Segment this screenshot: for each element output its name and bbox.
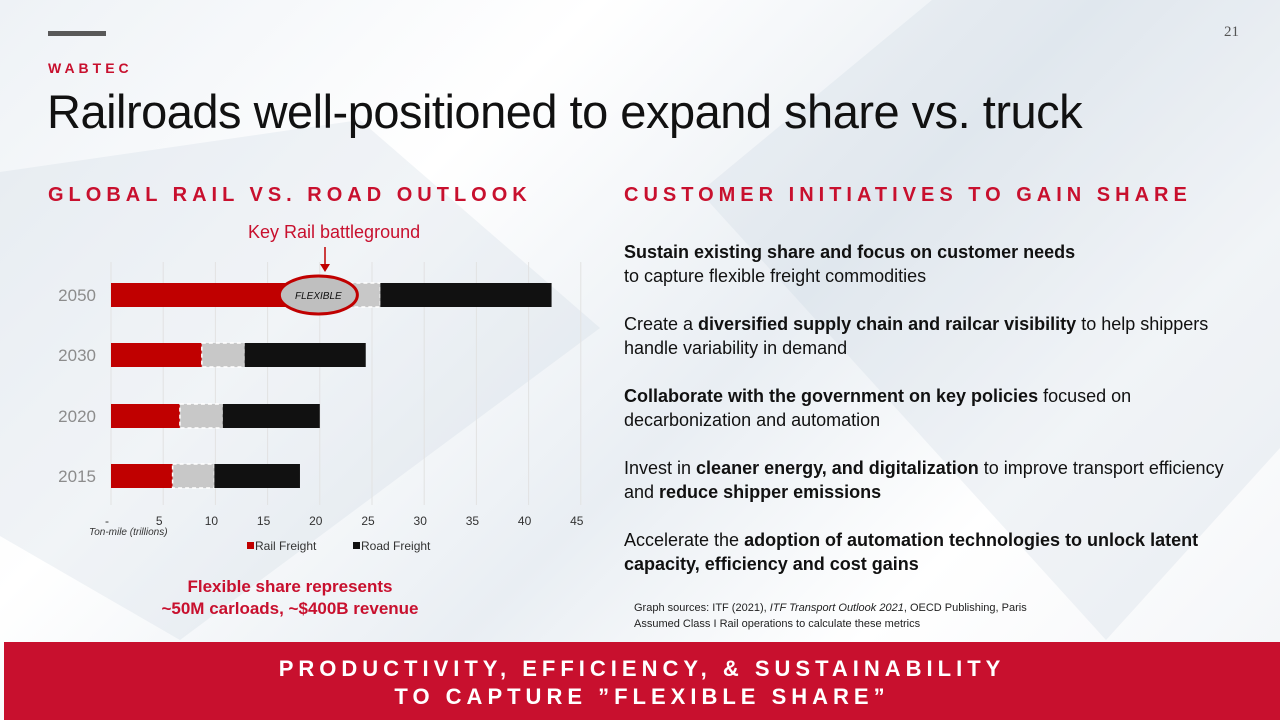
- source-text: Graph sources: ITF (2021),: [634, 602, 770, 614]
- legend-swatch: [353, 542, 360, 549]
- bar-road-freight: [222, 404, 320, 428]
- initiatives-list: Sustain existing share and focus on cust…: [624, 240, 1244, 600]
- bar-flexible: [179, 403, 224, 429]
- x-tick-label: 5: [156, 514, 163, 528]
- initiative-item: Collaborate with the government on key p…: [624, 384, 1244, 432]
- x-tick-label: 35: [466, 514, 480, 528]
- category-label: 2050: [58, 286, 96, 305]
- initiative-emphasis: cleaner energy, and digitalization: [696, 458, 979, 478]
- x-tick-label: 45: [570, 514, 584, 528]
- source-text: Assumed Class I Rail operations to calcu…: [634, 618, 921, 630]
- bar-rail-freight: [111, 343, 202, 367]
- initiative-emphasis: diversified supply chain and railcar vis…: [698, 314, 1077, 334]
- source-text: , OECD Publishing, Paris: [903, 602, 1027, 614]
- footer-banner: PRODUCTIVITY, EFFICIENCY, & SUSTAINABILI…: [4, 642, 1280, 720]
- bar-flexible: [171, 463, 216, 489]
- x-tick-label: 40: [518, 514, 532, 528]
- initiative-text: Accelerate the: [624, 530, 745, 550]
- category-label: 2020: [58, 407, 96, 426]
- flex-note-line: ~50M carloads, ~$400B revenue: [161, 599, 419, 618]
- bar-rail-freight: [111, 464, 173, 488]
- footer-line: PRODUCTIVITY, EFFICIENCY, & SUSTAINABILI…: [278, 656, 1006, 681]
- initiative-text: focused on decarbonization and automatio…: [624, 386, 1132, 430]
- callout-arrowhead: [320, 264, 330, 272]
- x-tick-label: -: [105, 514, 109, 528]
- source-text: ITF Transport Outlook 2021: [769, 602, 904, 614]
- source-line: Assumed Class I Rail operations to calcu…: [634, 616, 1027, 632]
- bar-road-freight: [380, 283, 552, 307]
- bar-road-freight: [214, 464, 300, 488]
- category-label: 2030: [58, 346, 96, 365]
- bar-flexible: [201, 342, 246, 368]
- freight-chart: 2050 2030 2020 2015 - 5 10 15 20 25 30 35 40 45 Ton-mi…: [58, 247, 584, 553]
- x-tick-label: 20: [309, 514, 323, 528]
- initiative-text: to capture flexible freight commodities: [624, 266, 927, 286]
- x-tick-label: 25: [361, 514, 375, 528]
- slide-title: Railroads well-positioned to expand shar…: [47, 85, 1083, 138]
- initiative-text: Invest in: [624, 458, 697, 478]
- graph-source-note: Graph sources: ITF (2021), ITF Transport…: [634, 600, 1027, 632]
- x-tick-label: 15: [257, 514, 271, 528]
- initiative-emphasis: adoption of automation technologies to u…: [624, 530, 1199, 574]
- footer-line: TO CAPTURE ”FLEXIBLE SHARE”: [394, 684, 890, 709]
- bar-rail-freight: [111, 283, 287, 307]
- x-axis-label: Ton-mile (trillions): [89, 527, 168, 538]
- initiative-item: Invest in cleaner energy, and digitaliza…: [624, 456, 1244, 504]
- initiative-item: Create a diversified supply chain and ra…: [624, 312, 1244, 360]
- bar-rail-freight: [111, 404, 180, 428]
- x-tick-label: 10: [205, 514, 219, 528]
- callout-label: Key Rail battleground: [248, 222, 421, 242]
- legend-label: Rail Freight: [255, 539, 317, 553]
- source-line: Graph sources: ITF (2021), ITF Transport…: [634, 600, 1027, 616]
- flexible-label: FLEXIBLE: [295, 291, 342, 302]
- initiative-text: Create a: [624, 314, 699, 334]
- accent-bar: [48, 31, 106, 36]
- initiative-emphasis: Collaborate with the government on key p…: [624, 386, 1039, 406]
- initiative-emphasis: reduce shipper emissions: [659, 482, 882, 502]
- initiative-emphasis: Sustain existing share and focus on cust…: [624, 242, 1076, 262]
- initiative-text: to improve transport efficiency and: [624, 458, 1224, 502]
- right-section-heading: CUSTOMER INITIATIVES TO GAIN SHARE: [624, 184, 1192, 206]
- category-label: 2015: [58, 467, 96, 486]
- brand-label: WABTEC: [48, 60, 133, 76]
- flexible-share-note: Flexible share represents ~50M carloads,…: [120, 576, 460, 620]
- initiative-text: to help shippers handle variability in d…: [624, 314, 1209, 358]
- initiative-item: Sustain existing share and focus on cust…: [624, 240, 1244, 288]
- left-section-heading: GLOBAL RAIL VS. ROAD OUTLOOK: [48, 184, 532, 206]
- bar-road-freight: [244, 343, 366, 367]
- x-tick-label: 30: [414, 514, 428, 528]
- flexible-ellipse: [277, 274, 359, 316]
- legend-swatch: [247, 542, 254, 549]
- flex-note-line: Flexible share represents: [187, 577, 393, 596]
- legend-label: Road Freight: [361, 539, 431, 553]
- initiative-item: Accelerate the adoption of automation te…: [624, 528, 1244, 576]
- page-number: 21: [1224, 24, 1239, 40]
